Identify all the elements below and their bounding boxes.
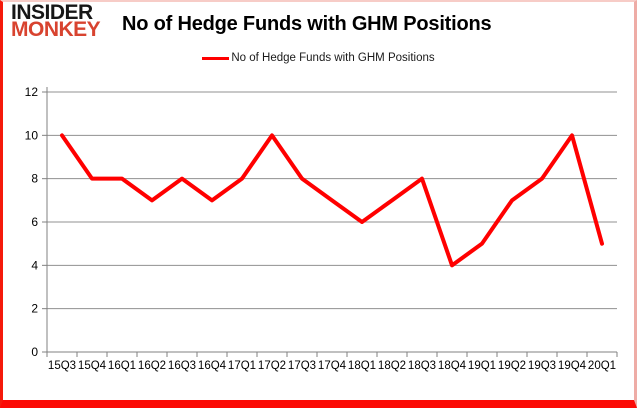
page-title: No of Hedge Funds with GHM Positions: [122, 13, 492, 35]
logo-text-monkey: MONKEY: [11, 18, 101, 41]
x-tick-label: 19Q4: [558, 360, 587, 372]
x-tick-label: 16Q2: [138, 360, 166, 372]
x-tick-label: 16Q3: [168, 360, 196, 372]
y-tick-label: 8: [31, 172, 38, 186]
y-tick-label: 2: [31, 302, 38, 316]
insider-monkey-logo: INSIDER MONKEY: [11, 1, 101, 41]
x-tick-label: 17Q3: [288, 360, 316, 372]
x-tick-label: 19Q3: [528, 360, 556, 372]
x-tick-label: 18Q2: [378, 360, 406, 372]
y-tick-label: 12: [25, 85, 39, 99]
legend: No of Hedge Funds with GHM Positions: [3, 52, 634, 64]
x-tick-label: 19Q2: [498, 360, 526, 372]
logo-text-insider: INSIDER: [11, 1, 93, 24]
x-tick-label: 18Q1: [348, 360, 376, 372]
x-tick-label: 18Q4: [438, 360, 467, 372]
legend-line-swatch: [202, 56, 230, 60]
y-tick-label: 6: [31, 215, 38, 229]
y-tick-label: 10: [25, 128, 39, 142]
x-tick-label: 16Q4: [198, 360, 227, 372]
legend-label: No of Hedge Funds with GHM Positions: [231, 52, 435, 64]
x-tick-label: 15Q3: [48, 360, 76, 372]
y-tick-label: 0: [31, 345, 38, 359]
x-tick-label: 16Q1: [108, 360, 136, 372]
x-tick-label: 15Q4: [78, 360, 107, 372]
x-tick-label: 20Q1: [588, 360, 616, 372]
x-tick-label: 19Q1: [468, 360, 496, 372]
x-tick-label: 18Q3: [408, 360, 436, 372]
x-tick-label: 17Q2: [258, 360, 286, 372]
x-tick-label: 17Q4: [318, 360, 347, 372]
y-tick-label: 4: [31, 258, 38, 272]
data-line: [60, 133, 604, 268]
x-tick-label: 17Q1: [228, 360, 256, 372]
